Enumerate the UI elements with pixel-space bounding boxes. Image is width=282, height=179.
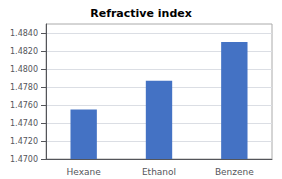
svg-text:Ethanol: Ethanol: [142, 167, 176, 177]
svg-text:1.4760: 1.4760: [10, 101, 38, 110]
svg-text:1.4820: 1.4820: [10, 47, 38, 56]
svg-text:1.4740: 1.4740: [10, 119, 38, 128]
svg-text:Refractive index: Refractive index: [90, 7, 192, 20]
svg-text:1.4720: 1.4720: [10, 137, 38, 146]
svg-text:1.4780: 1.4780: [10, 83, 38, 92]
svg-text:Benzene: Benzene: [215, 167, 254, 177]
svg-text:1.4700: 1.4700: [10, 155, 38, 164]
svg-text:Hexane: Hexane: [67, 167, 102, 177]
svg-text:1.4840: 1.4840: [10, 29, 38, 38]
svg-text:1.4800: 1.4800: [10, 65, 38, 74]
